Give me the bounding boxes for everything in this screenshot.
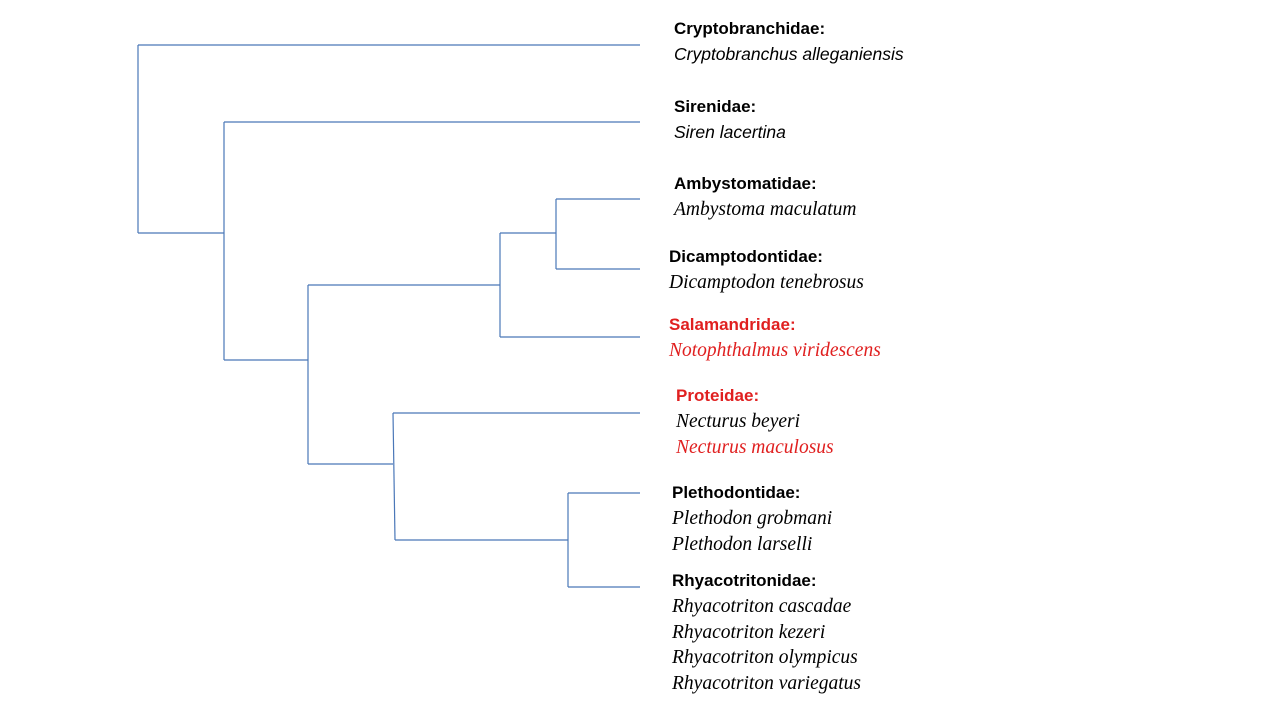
family-name: Cryptobranchidae: <box>674 19 826 38</box>
species-name: Siren lacertina <box>674 122 786 142</box>
family-name: Ambystomatidae: <box>674 174 817 193</box>
family-name: Proteidae: <box>676 386 760 405</box>
species-name: Notophthalmus viridescens <box>669 340 881 361</box>
species-name: Dicamptodon tenebrosus <box>669 272 864 293</box>
taxon-label-dicamptodontidae: Dicamptodontidae: Dicamptodon tenebrosus <box>669 244 864 296</box>
species-name: Plethodon larselli <box>672 533 813 555</box>
family-name: Dicamptodontidae: <box>669 247 823 266</box>
species-name: Ambystoma maculatum <box>674 199 857 220</box>
taxon-label-rhyacotritonidae: Rhyacotritonidae: Rhyacotriton cascadae … <box>672 568 861 696</box>
species-name: Cryptobranchus alleganiensis <box>674 44 904 64</box>
family-name: Rhyacotritonidae: <box>672 571 817 590</box>
species-name: Rhyacotriton cascadae <box>672 596 852 617</box>
node6-vertical <box>392 412 396 541</box>
taxon-label-ambystomatidae: Ambystomatidae: Ambystoma maculatum <box>674 171 857 223</box>
taxon-label-sirenidae: Sirenidae: Siren lacertina <box>674 94 786 146</box>
species-name: Rhyacotriton olympicus <box>672 647 858 668</box>
species-name: Necturus beyeri <box>676 411 801 432</box>
species-name: Plethodon grobmani <box>672 508 833 529</box>
taxon-label-salamandridae: Salamandridae: Notophthalmus viridescens <box>669 312 881 364</box>
taxon-label-proteidae: Proteidae: Necturus beyeri Necturus macu… <box>676 383 834 460</box>
species-name: Rhyacotriton kezeri <box>672 621 826 643</box>
species-name: Necturus maculosus <box>676 436 834 458</box>
taxon-label-cryptobranchidae: Cryptobranchidae: Cryptobranchus allegan… <box>674 16 904 68</box>
family-name: Sirenidae: <box>674 97 757 116</box>
species-name: Rhyacotriton variegatus <box>672 672 862 694</box>
family-name: Plethodontidae: <box>672 483 801 502</box>
family-name: Salamandridae: <box>669 315 796 334</box>
taxon-label-plethodontidae: Plethodontidae: Plethodon grobmani Pleth… <box>672 480 832 557</box>
